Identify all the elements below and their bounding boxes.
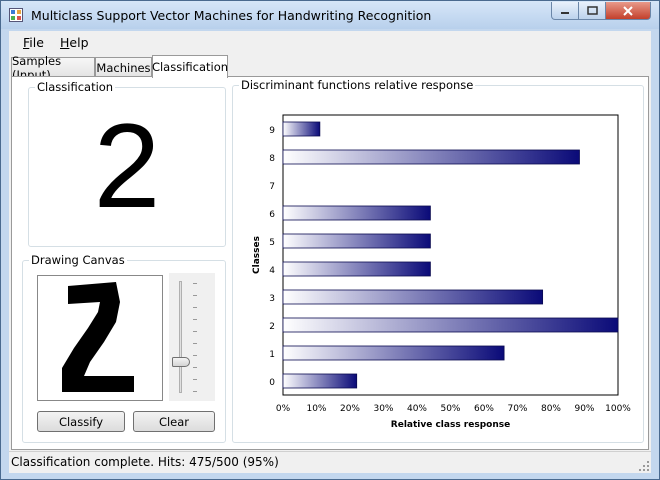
classification-group: Classification 2 bbox=[28, 87, 226, 247]
x-tick-label: 80% bbox=[541, 404, 561, 414]
slider-tick bbox=[193, 283, 197, 284]
y-tick-label: 9 bbox=[269, 126, 275, 136]
status-bar: Classification complete. Hits: 475/500 (… bbox=[9, 451, 651, 473]
x-tick-label: 90% bbox=[574, 404, 594, 414]
bar-class-2 bbox=[283, 318, 618, 332]
x-tick-label: 10% bbox=[306, 404, 326, 414]
y-axis-label: Classes bbox=[252, 236, 262, 274]
slider-tick bbox=[193, 391, 197, 392]
pen-size-slider[interactable] bbox=[169, 273, 215, 401]
y-tick-label: 6 bbox=[269, 210, 275, 220]
x-tick-label: 20% bbox=[340, 404, 360, 414]
bar-class-5 bbox=[283, 234, 430, 248]
app-icon bbox=[9, 8, 23, 22]
title-bar[interactable]: Multiclass Support Vector Machines for H… bbox=[1, 1, 659, 29]
client-area: File Help Samples (Input) Machines Class… bbox=[9, 31, 651, 473]
y-tick-label: 8 bbox=[269, 154, 275, 164]
maximize-icon bbox=[587, 6, 598, 15]
chart-group: Discriminant functions relative response… bbox=[232, 85, 644, 443]
slider-thumb[interactable] bbox=[172, 357, 190, 367]
slider-tick bbox=[193, 331, 197, 332]
handwritten-digit-drawing bbox=[38, 276, 162, 400]
minimize-icon bbox=[560, 7, 570, 15]
x-tick-label: 0% bbox=[276, 404, 291, 414]
x-tick-label: 100% bbox=[605, 404, 631, 414]
slider-tick bbox=[193, 355, 197, 356]
tab-strip: Samples (Input) Machines Classification bbox=[9, 55, 651, 77]
y-tick-label: 0 bbox=[269, 378, 275, 388]
close-button[interactable] bbox=[605, 2, 651, 20]
clear-button[interactable]: Clear bbox=[133, 411, 215, 432]
slider-tick bbox=[193, 319, 197, 320]
bar-class-1 bbox=[283, 346, 504, 360]
window-title: Multiclass Support Vector Machines for H… bbox=[31, 8, 431, 23]
tab-samples-input[interactable]: Samples (Input) bbox=[11, 57, 95, 77]
close-icon bbox=[623, 6, 633, 16]
slider-tick bbox=[193, 295, 197, 296]
resize-grip-icon[interactable] bbox=[639, 461, 649, 471]
bar-class-0 bbox=[283, 374, 357, 388]
tab-machines[interactable]: Machines bbox=[95, 57, 152, 77]
minimize-button[interactable] bbox=[551, 2, 579, 20]
y-tick-label: 5 bbox=[269, 238, 275, 248]
x-axis-label: Relative class response bbox=[391, 420, 510, 430]
menu-help[interactable]: Help bbox=[60, 35, 89, 50]
y-tick-label: 7 bbox=[269, 182, 275, 192]
menu-file[interactable]: File bbox=[23, 35, 44, 50]
slider-tick bbox=[193, 367, 197, 368]
x-tick-label: 50% bbox=[440, 404, 460, 414]
y-tick-label: 1 bbox=[269, 350, 275, 360]
x-tick-label: 30% bbox=[373, 404, 393, 414]
classification-tab-panel: Classification 2 Drawing Canvas Classify… bbox=[11, 76, 649, 450]
slider-track bbox=[179, 281, 182, 393]
bar-class-9 bbox=[283, 122, 320, 136]
y-tick-label: 4 bbox=[269, 266, 275, 276]
drawing-canvas[interactable] bbox=[37, 275, 163, 401]
y-tick-label: 2 bbox=[269, 322, 275, 332]
drawing-canvas-group: Drawing Canvas Classify Clear bbox=[22, 260, 226, 443]
bar-class-8 bbox=[283, 150, 579, 164]
slider-tick bbox=[193, 379, 197, 380]
bar-class-3 bbox=[283, 290, 543, 304]
y-tick-label: 3 bbox=[269, 294, 275, 304]
classify-button[interactable]: Classify bbox=[37, 411, 125, 432]
slider-tick bbox=[193, 343, 197, 344]
x-tick-label: 40% bbox=[407, 404, 427, 414]
x-tick-label: 70% bbox=[507, 404, 527, 414]
slider-tick bbox=[193, 307, 197, 308]
menu-bar: File Help bbox=[9, 31, 651, 53]
drawing-canvas-group-label: Drawing Canvas bbox=[29, 253, 127, 267]
bar-class-4 bbox=[283, 262, 430, 276]
maximize-button[interactable] bbox=[578, 2, 606, 20]
tab-classification[interactable]: Classification bbox=[152, 55, 228, 78]
classification-group-label: Classification bbox=[35, 80, 115, 94]
status-text: Classification complete. Hits: 475/500 (… bbox=[11, 455, 279, 469]
x-tick-label: 60% bbox=[474, 404, 494, 414]
classification-result: 2 bbox=[29, 106, 225, 226]
bar-class-6 bbox=[283, 206, 430, 220]
